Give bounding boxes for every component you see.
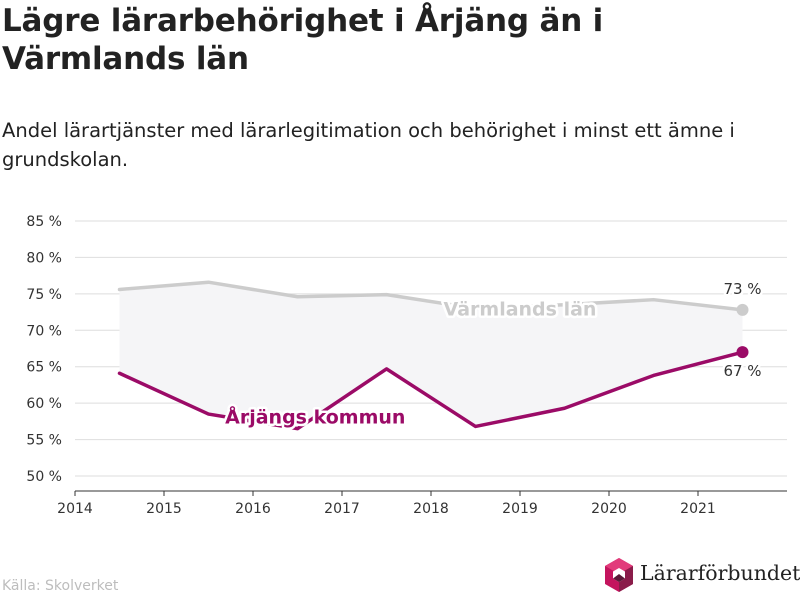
y-tick-label: 70 % [26, 323, 62, 339]
y-tick-label: 65 % [26, 360, 62, 376]
y-tick-label: 75 % [26, 287, 62, 303]
x-tick-label: 2018 [413, 501, 449, 517]
x-tick-label: 2017 [324, 501, 360, 517]
chart-title: Lägre lärarbehörighet i Årjäng än i Värm… [2, 3, 604, 77]
brand-logo[interactable]: Lärarförbundet [602, 557, 800, 593]
end-point-varmland [736, 303, 749, 316]
x-tick-label: 2015 [146, 501, 182, 517]
chart-subtitle: Andel lärartjänster med lärarlegitimatio… [2, 119, 735, 171]
series-line-varmland [117, 280, 745, 312]
end-label-varmland: 73 % [723, 280, 761, 298]
series-labels: Värmlands län Årjängs kommun 73 % 67 % [223, 277, 764, 430]
y-axis-ticks: 85 % 80 % 75 % 70 % 65 % 60 % 55 % 50 % [26, 214, 62, 485]
x-tick-label: 2016 [235, 501, 271, 517]
x-tick-label: 2021 [680, 501, 716, 517]
end-point-arjang [736, 346, 749, 359]
x-tick-label: 2019 [502, 501, 538, 517]
x-tick-label: 2014 [57, 501, 93, 517]
y-tick-label: 60 % [26, 396, 62, 412]
y-tick-label: 85 % [26, 214, 62, 230]
brand-name: Lärarförbundet [640, 561, 800, 585]
hexagon-logo-icon [605, 558, 633, 592]
series-label-arjang: Årjängs kommun [225, 404, 405, 428]
end-label-arjang: 67 % [723, 362, 761, 380]
x-tick-label: 2020 [591, 501, 627, 517]
line-chart: 85 %80 %75 %70 %65 %60 %55 %50 % 2014 201… [26, 214, 787, 517]
series-line-arjang [117, 350, 745, 431]
source-note: Källa: Skolverket [2, 578, 119, 594]
series-label-varmland: Värmlands län [444, 298, 597, 320]
x-axis: 2014 2015 2016 2017 2018 2019 2020 2021 [57, 490, 787, 517]
gap-area [119, 282, 743, 429]
series-lines [117, 280, 749, 431]
y-tick-label: 50 % [26, 469, 62, 485]
y-tick-label: 80 % [26, 250, 62, 266]
y-tick-label: 55 % [26, 433, 62, 449]
